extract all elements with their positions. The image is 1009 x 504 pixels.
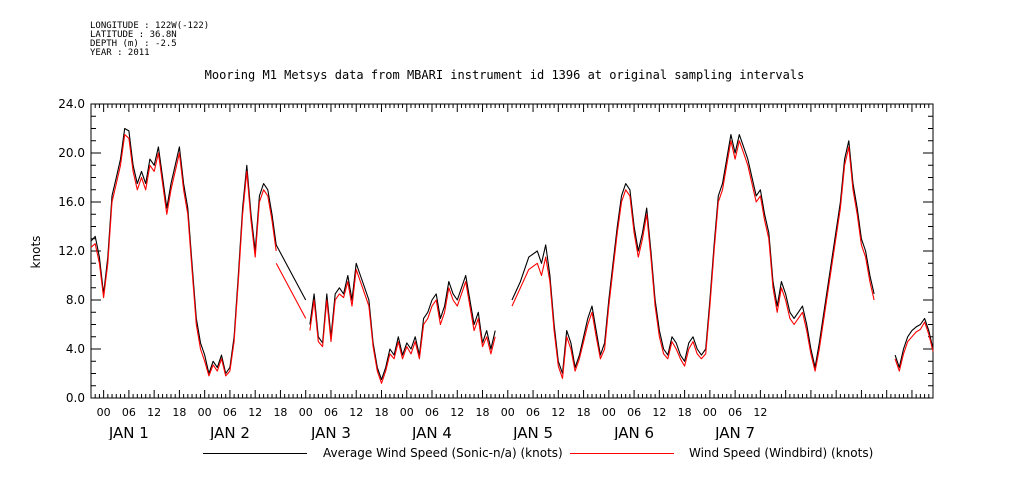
series-line-windbird — [309, 268, 496, 384]
series-line-sonic — [818, 140, 875, 343]
chart-title: Mooring M1 Metsys data from MBARI instru… — [204, 68, 805, 82]
series-line-windbird — [275, 263, 307, 319]
y-tick-label: 12.0 — [58, 244, 85, 258]
plot-axes: 0.0 4.0 8.0 12.0 16.0 20.0 24.0 00 06 12 18 00 06 12 1… — [58, 97, 934, 440]
legend-label-sonic: Average Wind Speed (Sonic-n/a) (knots) — [323, 446, 563, 460]
x-tick-label: 00 — [198, 406, 212, 419]
legend-swatch-windbird — [570, 453, 674, 454]
day-label: JAN 4 — [411, 424, 452, 440]
x-tick-label: 06 — [728, 406, 742, 419]
legend-swatch-sonic — [203, 453, 307, 454]
series-line-windbird — [894, 321, 934, 372]
year-text: YEAR : 2011 — [90, 48, 150, 58]
x-tick-label: 18 — [678, 406, 692, 419]
day-label: JAN 5 — [512, 424, 553, 440]
series-line-sonic — [511, 134, 820, 375]
series-line-sonic — [90, 127, 277, 375]
x-tick-label: 00 — [703, 406, 717, 419]
x-tick-label: 18 — [273, 406, 287, 419]
x-tick-label: 18 — [577, 406, 591, 419]
day-label: JAN 7 — [714, 424, 755, 440]
y-tick-label: 4.0 — [66, 342, 85, 356]
latitude-text: LATITUDE : 36.8N — [90, 30, 177, 40]
series-line-sonic — [309, 262, 496, 381]
x-tick-label: 06 — [425, 406, 439, 419]
y-tick-label: 0.0 — [66, 391, 85, 405]
legend-label-windbird: Wind Speed (Windbird) (knots) — [689, 446, 874, 460]
day-label: JAN 3 — [310, 424, 351, 440]
day-label: JAN 6 — [613, 424, 654, 440]
longitude-text: LONGITUDE : 122W(-122) — [90, 21, 210, 31]
x-tick-label: 00 — [602, 406, 616, 419]
y-tick-label: 8.0 — [66, 293, 85, 307]
plot-frame — [90, 103, 934, 399]
series-line-sonic — [275, 244, 307, 301]
x-tick-label: 12 — [248, 406, 262, 419]
x-tick-label: 00 — [299, 406, 313, 419]
x-tick-label: 12 — [551, 406, 565, 419]
series-line-windbird — [818, 146, 875, 350]
series-line-windbird — [511, 140, 820, 379]
x-tick-label: 12 — [349, 406, 363, 419]
x-tick-label: 12 — [753, 406, 767, 419]
x-tick-label: 12 — [147, 406, 161, 419]
x-tick-label: 06 — [122, 406, 136, 419]
x-tick-label: 06 — [324, 406, 338, 419]
x-tick-label: 06 — [627, 406, 641, 419]
x-tick-label: 18 — [374, 406, 388, 419]
day-label: JAN 2 — [209, 424, 250, 440]
x-tick-label: 00 — [400, 406, 414, 419]
x-tick-label: 00 — [501, 406, 515, 419]
x-tick-label: 06 — [223, 406, 237, 419]
station-metadata: LONGITUDE : 122W(-122) LATITUDE : 36.8N … — [90, 22, 209, 58]
depth-text: DEPTH (m) : -2.5 — [90, 39, 177, 49]
y-axis-label: knots — [29, 236, 43, 269]
series-line-windbird — [90, 134, 277, 377]
x-tick-label: 12 — [652, 406, 666, 419]
day-label: JAN 1 — [108, 424, 149, 440]
x-tick-label: 18 — [172, 406, 186, 419]
y-tick-label: 24.0 — [58, 97, 85, 111]
x-tick-label: 00 — [97, 406, 111, 419]
series-line-sonic — [894, 317, 934, 368]
y-tick-label: 16.0 — [58, 195, 85, 209]
y-tick-label: 20.0 — [58, 146, 85, 160]
x-tick-label: 12 — [450, 406, 464, 419]
series-layer — [90, 127, 934, 384]
wind-speed-chart: 0.0 4.0 8.0 12.0 16.0 20.0 24.0 00 06 12 18 00 06 12 1… — [29, 97, 934, 440]
x-tick-label: 18 — [476, 406, 490, 419]
x-tick-label: 06 — [526, 406, 540, 419]
legend: Average Wind Speed (Sonic-n/a) (knots) W… — [0, 444, 1009, 464]
